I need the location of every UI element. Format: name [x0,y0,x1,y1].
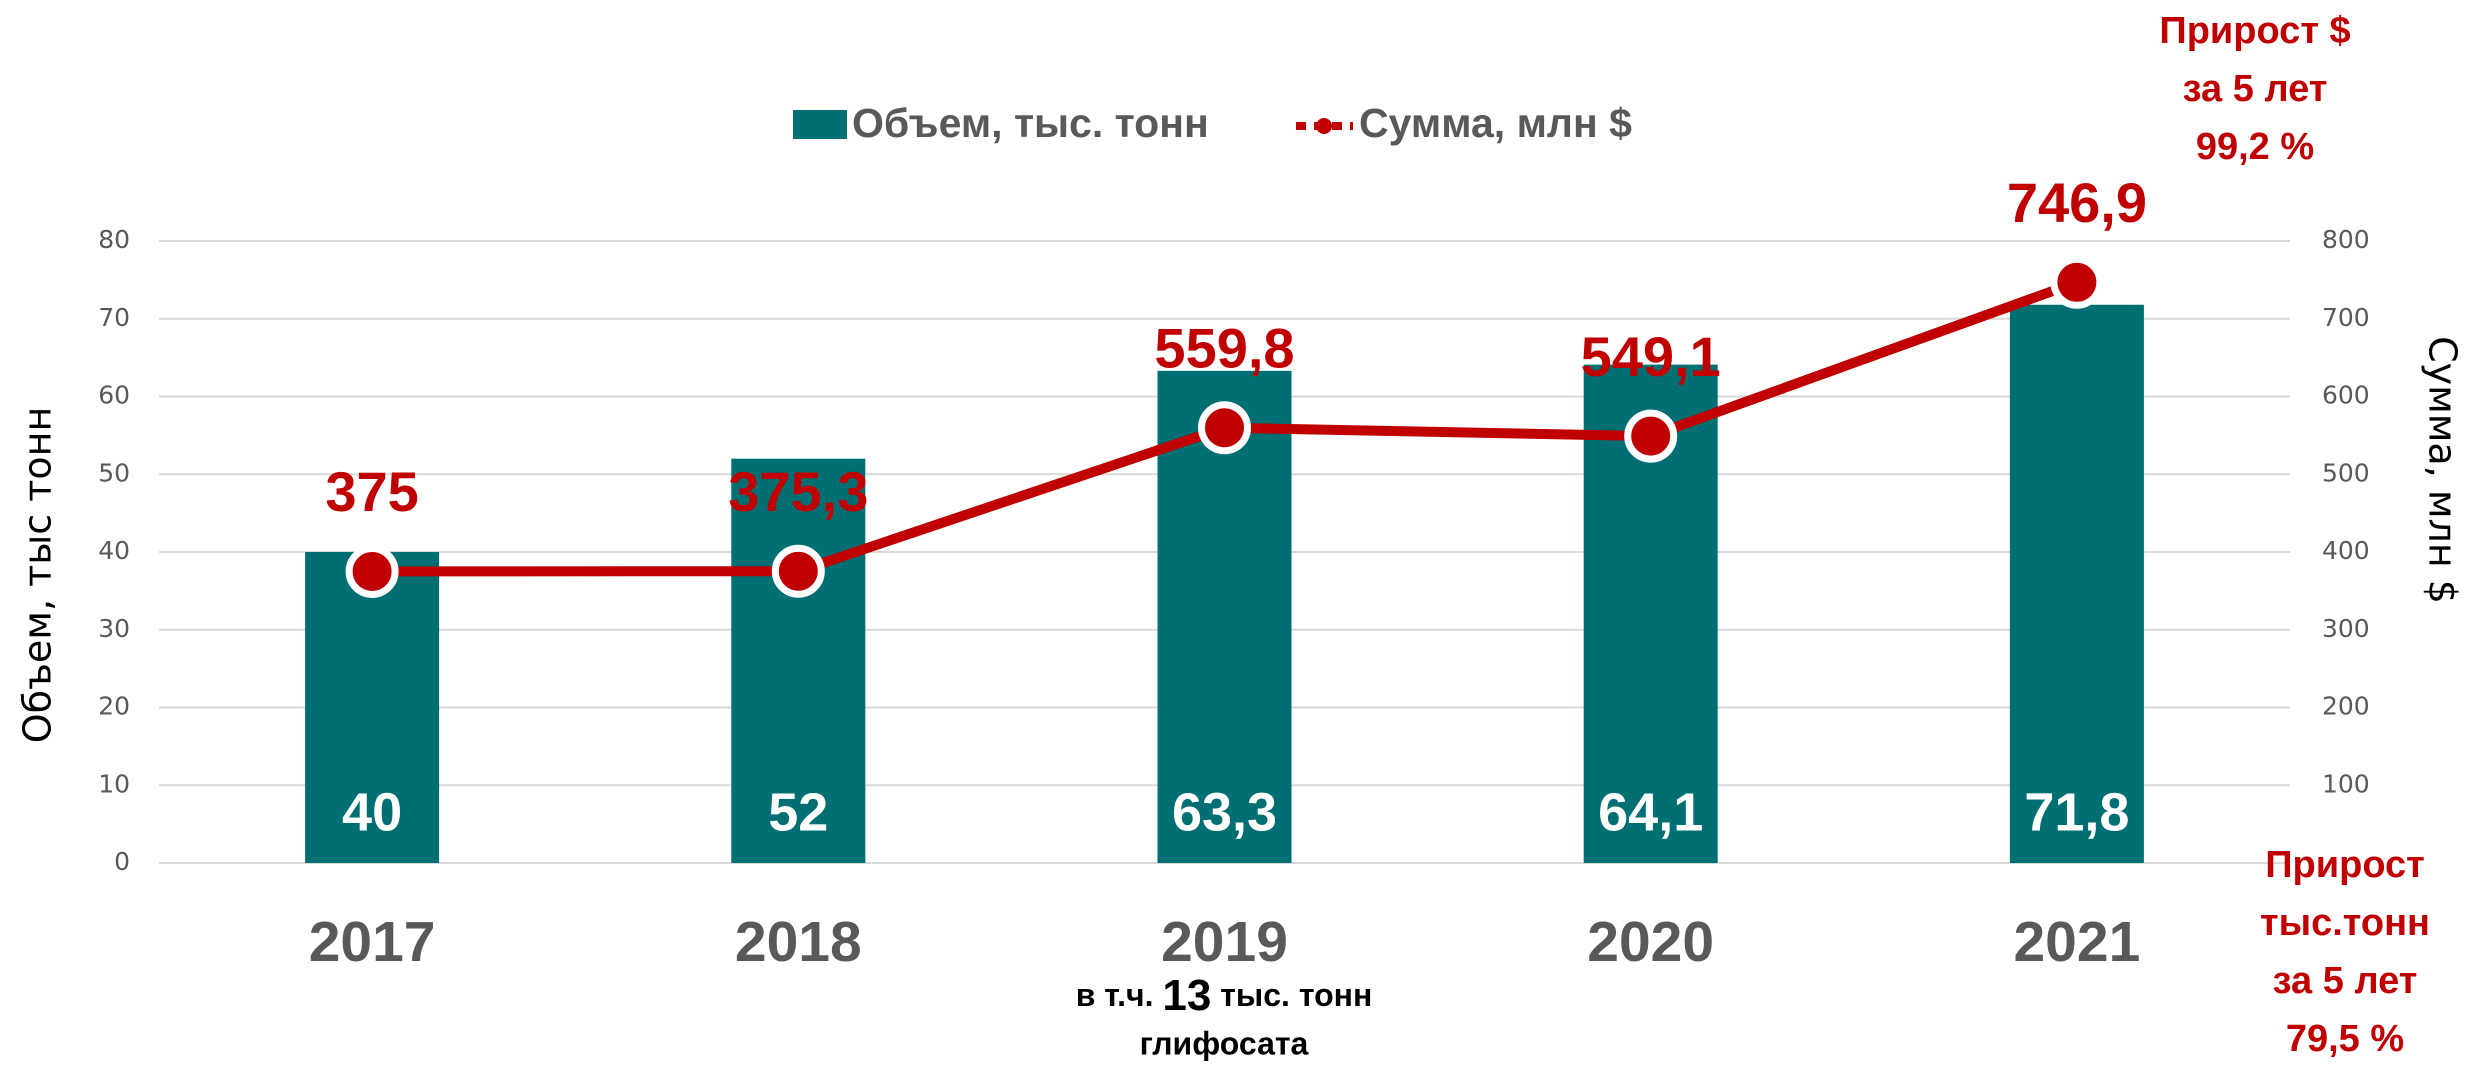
bar-value-label: 52 [768,782,828,842]
y2-tick-label: 300 [2322,614,2370,643]
y2-tick-label: 400 [2322,536,2370,565]
x-tick-label: 2021 [2013,910,2140,974]
y-tick-label: 50 [98,458,130,487]
line-marker [1624,409,1678,463]
y2-axis-label: Сумма, млн $ [2421,336,2465,604]
y-tick-label: 30 [98,614,130,643]
y2-tick-label: 600 [2322,381,2370,410]
x-tick-label: 2020 [1587,910,1714,974]
note: в т.ч. 13 тыс. тонн [1076,971,1373,1020]
annotation: Прирост [2265,844,2425,886]
y2-tick-label: 800 [2322,225,2370,254]
line-value-label: 559,8 [1154,317,1294,380]
line-value-label: 746,9 [2007,171,2147,234]
line-value-label: 375 [325,460,418,523]
annotation: тыс.тонн [2260,902,2430,944]
line-marker [345,544,399,598]
y-tick-label: 20 [98,692,130,721]
line-marker [2050,255,2104,309]
line-value-label: 375,3 [728,460,868,523]
note-text: тыс. тонн [1211,977,1372,1013]
y-tick-label: 60 [98,381,130,410]
bar [305,552,440,863]
y-tick-label: 70 [98,303,130,332]
annotation: за 5 лет [2183,68,2328,110]
y2-tick-label: 100 [2322,769,2370,798]
line-value-label: 549,1 [1581,325,1721,388]
y-tick-label: 80 [98,225,130,254]
note-number: 13 [1162,971,1211,1020]
legend-marker [1316,118,1332,134]
note: глифосата [1140,1025,1309,1061]
annotation: за 5 лет [2273,960,2418,1002]
line-marker [771,544,825,598]
bar-value-label: 71,8 [2024,782,2129,842]
annotation: Прирост $ [2159,10,2350,52]
bar [2009,304,2144,863]
y-axis-label: Объем, тыс тонн [16,407,60,744]
y-tick-label: 0 [114,847,130,876]
y-tick-label: 10 [98,769,130,798]
bar [731,458,866,863]
y2-tick-label: 500 [2322,458,2370,487]
line-marker [1198,401,1251,455]
x-tick-label: 2018 [735,910,862,974]
legend-label: Объем, тыс. тонн [852,100,1209,146]
legend-swatch [793,110,847,139]
note-text: в т.ч. [1076,977,1163,1013]
annotation: 79,5 % [2286,1018,2404,1060]
y2-tick-label: 200 [2322,692,2370,721]
bar-value-label: 64,1 [1598,782,1703,842]
y2-tick-label: 700 [2322,303,2370,332]
y-tick-label: 40 [98,536,130,565]
legend-label: Сумма, млн $ [1359,100,1632,146]
annotation: 99,2 % [2196,126,2314,168]
bar-value-label: 40 [342,782,402,842]
x-tick-label: 2019 [1161,910,1288,974]
bar-value-label: 63,3 [1172,782,1277,842]
x-tick-label: 2017 [309,910,436,974]
